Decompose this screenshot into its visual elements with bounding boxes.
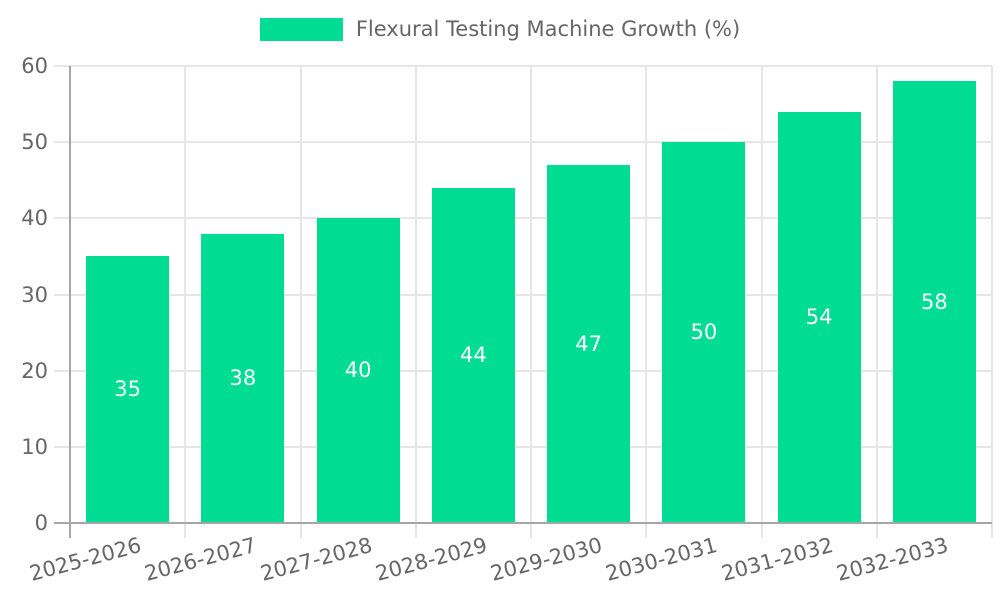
bar-value-label: 40	[344, 358, 372, 383]
bar-value-label: 58	[921, 289, 948, 314]
gridline-x-5	[645, 66, 648, 538]
gridline-x-1	[184, 66, 187, 538]
gridline-y-10	[54, 445, 992, 448]
gridline-y-20	[54, 369, 992, 372]
gridline-y-40	[54, 217, 992, 220]
gridline-y-30	[54, 293, 992, 296]
bar-value-label: 50	[690, 320, 718, 345]
bar-2030-2031[interactable]: 50	[662, 142, 746, 523]
y-axis-line	[69, 66, 71, 538]
bar-value-label: 35	[114, 377, 141, 402]
bar-2029-2030[interactable]: 47	[547, 165, 631, 523]
bar-value-label: 54	[805, 304, 833, 329]
y-tick-label-20: 20	[21, 358, 48, 383]
bar-2026-2027[interactable]: 38	[201, 233, 285, 523]
gridline-x-2	[299, 66, 302, 538]
bar-2032-2033[interactable]: 58	[892, 81, 976, 523]
x-tick-label-2029-2030: 2029-2030	[488, 533, 605, 586]
bar-2027-2028[interactable]: 40	[316, 218, 400, 523]
legend-swatch	[259, 17, 343, 41]
x-tick-label-2031-2032: 2031-2032	[718, 533, 836, 586]
bar-value-label: 47	[575, 331, 602, 356]
gridline-y-60	[54, 65, 992, 67]
y-tick-label-50: 50	[21, 130, 48, 155]
gridline-x-6	[760, 66, 763, 538]
gridline-x-7	[875, 66, 878, 538]
y-tick-label-40: 40	[21, 206, 48, 231]
y-tick-label-10: 10	[21, 434, 48, 459]
y-tick-label-60: 60	[21, 54, 48, 78]
y-tick-label-0: 0	[34, 511, 48, 535]
x-axis-line	[54, 522, 992, 524]
chart-legend[interactable]: Flexural Testing Machine Growth (%)	[0, 17, 1000, 41]
bar-value-label: 38	[229, 365, 257, 390]
gridline-x-3	[414, 66, 417, 538]
gridline-x-8	[991, 66, 993, 538]
x-tick-label-2026-2027: 2026-2027	[142, 533, 260, 586]
bar-value-label: 44	[460, 342, 487, 367]
x-tick-label-2027-2028: 2027-2028	[257, 533, 375, 586]
bar-2028-2029[interactable]: 44	[431, 187, 515, 523]
bar-2031-2032[interactable]: 54	[777, 111, 861, 523]
gridline-x-4	[530, 66, 532, 538]
x-tick-label-2028-2029: 2028-2029	[372, 533, 490, 586]
gridline-y-50	[54, 141, 992, 144]
x-tick-label-2030-2031: 2030-2031	[603, 533, 721, 586]
x-tick-label-2025-2026: 2025-2026	[27, 533, 144, 586]
x-tick-label-2032-2033: 2032-2033	[833, 533, 951, 586]
y-tick-label-30: 30	[21, 282, 48, 307]
bar-2025-2026[interactable]: 35	[86, 256, 170, 523]
legend-label: Flexural Testing Machine Growth (%)	[355, 17, 741, 41]
